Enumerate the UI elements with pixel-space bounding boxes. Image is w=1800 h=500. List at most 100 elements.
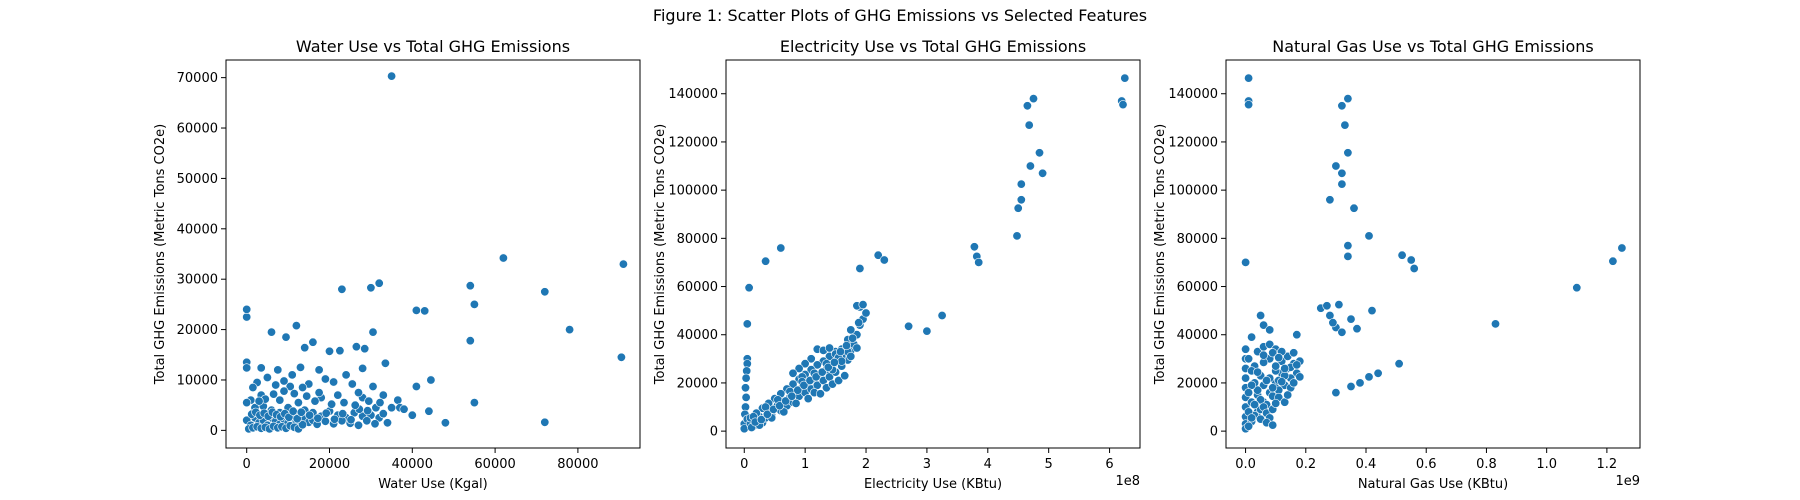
chart1-data-point — [393, 395, 403, 405]
chart1-y-axis-label: Total GHG Emissions (Metric Tons CO2e) — [153, 124, 168, 385]
chart1-data-point — [248, 382, 258, 392]
chart2-y-axis-label: Total GHG Emissions (Metric Tons CO2e) — [653, 124, 668, 385]
chart3-data-point — [1328, 318, 1338, 328]
chart3-plot-frame — [1225, 59, 1641, 449]
chart1-data-point — [469, 299, 479, 309]
chart3-y-tick-label: 60000 — [1177, 280, 1218, 295]
chart3-data-point — [1331, 161, 1341, 171]
chart1-data-point — [287, 370, 297, 380]
chart1-data-point — [366, 283, 376, 293]
chart1-data-point — [271, 380, 281, 390]
chart3-data-point — [1364, 372, 1374, 382]
chart3-data-point — [1343, 148, 1353, 158]
chart3-data-point — [1259, 350, 1269, 360]
chart2-x-tick-label: 6 — [1105, 457, 1113, 472]
chart1-data-point — [346, 415, 356, 425]
chart2-x-tick-label: 3 — [923, 457, 931, 472]
chart3-data-point — [1295, 372, 1305, 382]
chart2-data-point — [846, 351, 856, 361]
chart2-data-point — [1022, 101, 1032, 111]
chart2-data-point — [834, 375, 844, 385]
chart3-data-point — [1244, 388, 1254, 398]
chart2-data-point — [800, 359, 810, 369]
chart2-x-axis-label: Electricity Use (KBtu) — [864, 477, 1002, 492]
chart3-data-point — [1343, 94, 1353, 104]
chart2-data-point — [791, 398, 801, 408]
chart1-data-point — [242, 304, 252, 314]
chart2-data-point — [1118, 100, 1128, 110]
chart3-data-point — [1343, 241, 1353, 251]
chart3-data-point — [1334, 300, 1344, 310]
chart3-data-point — [1256, 310, 1266, 320]
chart1-y-tick-label: 20000 — [177, 323, 218, 338]
chart1-data-point — [279, 386, 289, 396]
chart1-data-point — [242, 398, 252, 408]
chart3-data-point — [1265, 325, 1275, 335]
chart2-data-point — [1035, 148, 1045, 158]
chart3-data-point — [1277, 377, 1287, 387]
chart2-y-tick-label: 80000 — [677, 232, 718, 247]
chart1-data-point — [338, 409, 348, 419]
chart3-data-point — [1608, 256, 1618, 266]
chart2-x-tick-label: 4 — [984, 457, 992, 472]
chart1-data-point — [364, 396, 374, 406]
chart1-plot-frame — [225, 59, 641, 449]
chart1-data-point — [302, 391, 312, 401]
chart1-data-point — [300, 343, 310, 353]
chart3-data-point — [1262, 375, 1272, 385]
chart2-data-point — [873, 250, 883, 260]
chart3-data-point — [1343, 251, 1353, 261]
chart2-data-point — [841, 341, 851, 351]
chart3-y-tick-label: 40000 — [1177, 328, 1218, 343]
chart3-data-point — [1241, 373, 1251, 383]
chart1-data-point — [320, 374, 330, 384]
chart1-y-tick-label: 30000 — [177, 273, 218, 288]
chart1-data-point — [320, 416, 330, 426]
chart1-data-point — [380, 358, 390, 368]
chart3-y-tick-label: 20000 — [1177, 376, 1218, 391]
chart2-data-point — [974, 257, 984, 267]
chart3-y-tick-label: 0 — [1210, 425, 1218, 440]
chart2-data-point — [811, 372, 821, 382]
chart2-data-point — [762, 409, 772, 419]
chart2-y-tick-label: 0 — [710, 425, 718, 440]
chart1-data-point — [411, 381, 421, 391]
chart2-data-point — [969, 242, 979, 252]
chart3-data-point — [1355, 378, 1365, 388]
chart1-data-point — [256, 363, 266, 373]
chart1-x-tick-label: 80000 — [557, 457, 598, 472]
chart3-data-point — [1406, 255, 1416, 265]
chart3-data-point — [1322, 301, 1332, 311]
chart1-x-tick-label: 0 — [243, 457, 251, 472]
chart2-data-point — [740, 383, 750, 393]
chart1-data-point — [411, 305, 421, 315]
chart1-data-point — [296, 407, 306, 417]
chart2-data-point — [1038, 168, 1048, 178]
chart2-data-point — [815, 389, 825, 399]
chart3-data-point — [1337, 179, 1347, 189]
chart3-x-tick-label: 0.2 — [1295, 457, 1316, 472]
chart2-data-point — [817, 367, 827, 377]
chart1-data-point — [353, 420, 363, 430]
chart1-data-point — [375, 398, 385, 408]
chart1-data-point — [329, 414, 339, 424]
chart1-data-point — [335, 346, 345, 356]
chart1-data-point — [378, 390, 388, 400]
chart3-data-point — [1253, 385, 1263, 395]
chart2-y-tick-label: 20000 — [677, 376, 718, 391]
chart2-data-point — [1029, 94, 1039, 104]
chart2-data-point — [837, 356, 847, 366]
chart3-data-point — [1337, 168, 1347, 178]
chart1-data-point — [358, 363, 368, 373]
chart1-data-point — [353, 388, 363, 398]
chart3-data-point — [1247, 413, 1257, 423]
chart2-data-point — [840, 371, 850, 381]
chart1-data-point — [565, 325, 575, 335]
chart2-x-tick-label: 2 — [862, 457, 870, 472]
chart2-data-point — [1024, 120, 1034, 130]
chart3-data-point — [1271, 398, 1281, 408]
chart2-data-point — [823, 362, 833, 372]
chart2-x-tick-label: 0 — [740, 457, 748, 472]
chart2-data-point — [846, 325, 856, 335]
chart1-data-point — [327, 399, 337, 409]
